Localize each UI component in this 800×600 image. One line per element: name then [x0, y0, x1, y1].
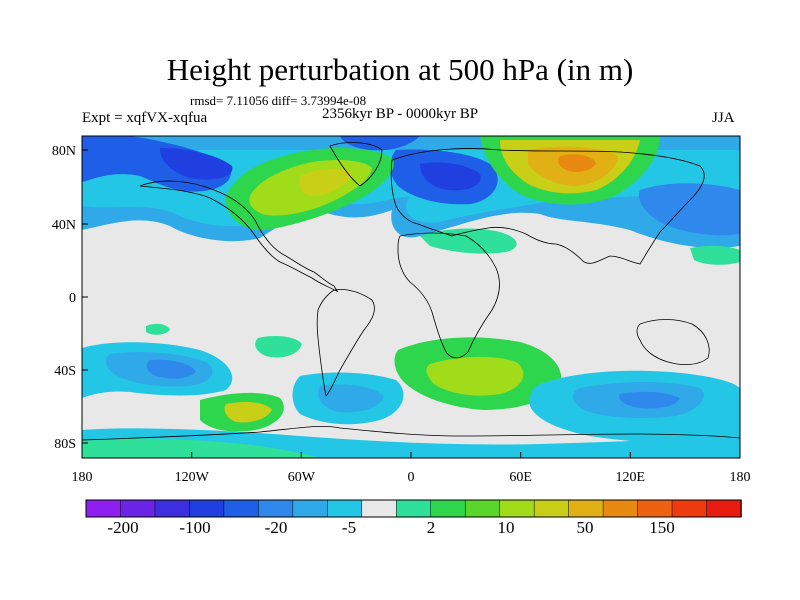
colorbar-cell — [120, 499, 156, 518]
colorbar-cell — [223, 499, 260, 518]
lon-tick-label: 180 — [72, 470, 93, 485]
colorbar-label: -100 — [179, 518, 210, 537]
colorbar-label: 150 — [649, 518, 675, 537]
contour-green-chile — [255, 336, 302, 358]
colorbar-cell — [430, 499, 466, 518]
colorbar-label: -200 — [107, 518, 138, 537]
colorbar — [85, 499, 742, 518]
height-contour-field — [82, 136, 740, 458]
coastline-africa — [397, 232, 500, 359]
lon-tick-label: 180 — [730, 470, 751, 485]
contour-deepblue-west — [160, 148, 233, 180]
contour-blue-pacific — [638, 183, 740, 236]
lon-tick-label: 120E — [616, 470, 646, 485]
period-label: 2356kyr BP - 0000kyr BP — [322, 106, 479, 122]
colorbar-cell — [361, 499, 398, 518]
colorbar-cell — [568, 499, 604, 518]
colorbar-label: -5 — [342, 518, 356, 537]
colorbar-frame — [85, 499, 742, 518]
colorbar-cell — [706, 499, 742, 518]
statistics-label: rmsd= 7.11056 diff= 3.73994e-08 — [190, 93, 367, 108]
colorbar-cell — [637, 499, 673, 518]
experiment-label: Expt = xqfVX-xqfua — [82, 110, 208, 126]
contour-deepblue-southindian — [619, 391, 680, 409]
colorbar-cell — [85, 499, 122, 518]
lat-tick-label: 40N — [52, 218, 76, 233]
season-label: JJA — [712, 110, 735, 126]
coastline-antarctica — [82, 425, 740, 441]
lat-tick-marks — [82, 149, 88, 444]
coastlines — [82, 142, 740, 441]
contour-green-southpacific-small — [146, 323, 170, 335]
contour-gold-northamerica — [298, 168, 352, 197]
colorbar-cell — [533, 499, 570, 518]
lon-tick-label: 0 — [408, 470, 415, 485]
lon-tick-marks — [81, 452, 741, 458]
coastline-eurasia — [390, 148, 705, 265]
coastline-north-america — [139, 180, 339, 293]
contour-darkblue-southpacific — [146, 359, 196, 379]
colorbar-cell — [189, 499, 225, 518]
colorbar-label: 2 — [427, 518, 436, 537]
lon-tick-label: 60W — [288, 470, 316, 485]
coastline-australia — [636, 319, 710, 366]
lon-tick-label: 60E — [509, 470, 532, 485]
contour-darkblue-southatlantic — [318, 384, 384, 413]
lat-tick-label: 80N — [52, 144, 76, 159]
colorbar-cell — [154, 499, 191, 518]
coastline-south-america — [316, 289, 375, 397]
contour-yellowgreen-southern-africa — [426, 356, 524, 396]
colorbar-cell — [464, 499, 501, 518]
contour-green-antarctica — [82, 438, 320, 458]
colorbar-cell — [258, 499, 294, 518]
contour-darkorange-siberia — [558, 154, 596, 172]
lat-tick-label: 80S — [54, 437, 76, 452]
contour-green-atlantic — [420, 228, 517, 254]
colorbar-cell — [396, 499, 432, 518]
colorbar-label: -20 — [265, 518, 288, 537]
lat-tick-label: 40S — [54, 364, 76, 379]
map-title: Height perturbation at 500 hPa (in m) — [166, 52, 634, 87]
coastline-greenland — [329, 142, 383, 187]
colorbar-cell — [327, 499, 363, 518]
colorbar-cell — [292, 499, 329, 518]
colorbar-cell — [499, 499, 535, 518]
colorbar-cell — [671, 499, 708, 518]
contour-blue-arctic — [340, 136, 420, 151]
lat-tick-label: 0 — [69, 291, 76, 306]
contour-deepblue-europe — [420, 162, 481, 191]
lon-tick-label: 120W — [175, 470, 210, 485]
colorbar-label: 10 — [498, 518, 515, 537]
colorbar-label: 50 — [577, 518, 594, 537]
colorbar-cell — [602, 499, 639, 518]
contour-yellow-antarctic-west — [224, 402, 272, 423]
contour-green-pacific — [690, 245, 740, 265]
